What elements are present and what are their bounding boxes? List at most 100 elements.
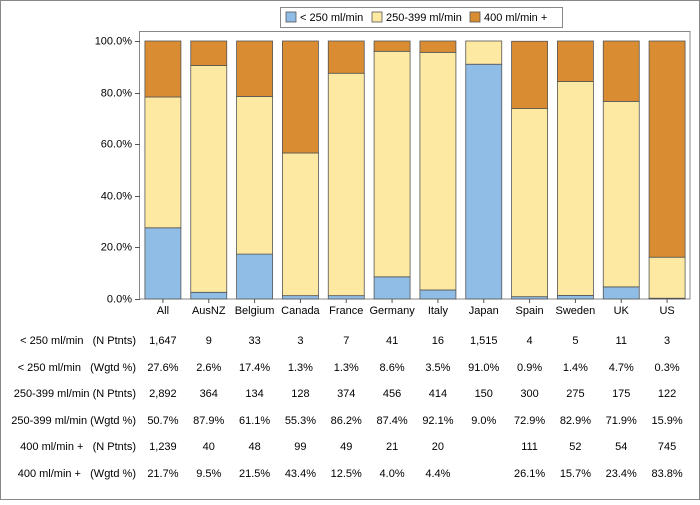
row-label: 250-399 ml/min (N Ptnts): [14, 388, 136, 400]
pct-cell: 9.5%: [196, 468, 221, 480]
row-label: 250-399 ml/min (Wgtd %): [11, 415, 136, 427]
pct-cell: 50.7%: [147, 415, 178, 427]
bar-segment: [602, 100, 640, 288]
count-cell: 3: [297, 335, 303, 347]
bar-segment: [144, 96, 182, 229]
count-cell: 2,892: [149, 388, 177, 400]
bar-segment: [144, 40, 182, 98]
count-cell: 364: [200, 388, 218, 400]
row-label: 400 ml/min + (N Ptnts): [20, 441, 136, 453]
legend-label: < 250 ml/min: [300, 12, 363, 24]
bar-segment: [190, 40, 228, 66]
bar-segment: [465, 63, 503, 300]
pct-cell: 91.0%: [468, 362, 499, 374]
y-tick-label: 40.0%: [101, 190, 132, 202]
count-cell: 374: [337, 388, 355, 400]
legend-swatch: [371, 11, 383, 23]
bar-segment: [511, 108, 548, 298]
count-cell: 11: [616, 335, 627, 347]
x-tick-label: Canada: [281, 305, 320, 317]
pct-cell: 1.3%: [288, 362, 313, 374]
count-cell: 1,647: [149, 335, 177, 347]
legend-swatch: [469, 11, 481, 23]
pct-cell: 4.4%: [425, 468, 450, 480]
pct-cell: 9.0%: [471, 415, 496, 427]
count-cell: 21: [386, 441, 398, 453]
bar-segment: [327, 72, 365, 297]
count-cell: 150: [475, 388, 493, 400]
bar-segment: [557, 81, 594, 296]
x-tick-label: Sweden: [556, 305, 596, 317]
pct-cell: 86.2%: [331, 415, 362, 427]
pct-cell: 12.5%: [331, 468, 362, 480]
bar-segment: [557, 40, 594, 82]
x-tick-label: All: [157, 305, 169, 317]
pct-cell: 1.3%: [334, 362, 359, 374]
bar-segment: [373, 276, 411, 300]
x-tick-label: France: [329, 305, 363, 317]
bar-segment: [282, 40, 319, 154]
bar-segment: [327, 40, 365, 74]
bar-segment: [236, 96, 273, 255]
count-cell: 9: [206, 335, 212, 347]
pct-cell: 4.7%: [609, 362, 634, 374]
row-label: < 250 ml/min (Wgtd %): [18, 362, 136, 374]
bar-segment: [511, 40, 548, 109]
x-tick-label: US: [659, 305, 674, 317]
count-cell: 134: [245, 388, 263, 400]
count-cell: 33: [248, 335, 260, 347]
y-tick-label: 0.0%: [107, 293, 132, 305]
pct-cell: 26.1%: [514, 468, 545, 480]
count-cell: 40: [203, 441, 215, 453]
bar-segment: [144, 227, 182, 300]
pct-cell: 55.3%: [285, 415, 316, 427]
bar-segment: [419, 40, 457, 53]
pct-cell: 2.6%: [196, 362, 221, 374]
y-tick-label: 80.0%: [101, 87, 132, 99]
count-cell: 414: [429, 388, 447, 400]
bar-segment: [557, 294, 594, 300]
pct-cell: 72.9%: [514, 415, 545, 427]
x-tick-label: Italy: [428, 305, 449, 317]
count-cell: 275: [566, 388, 584, 400]
count-cell: 745: [658, 441, 676, 453]
legend-frame: [280, 7, 563, 28]
bar-segment: [282, 295, 319, 300]
x-tick-label: Spain: [516, 305, 544, 317]
count-cell: 54: [615, 441, 627, 453]
bar-segment: [602, 40, 640, 102]
pct-cell: 15.7%: [560, 468, 591, 480]
row-label: 400 ml/min + (Wgtd %): [18, 468, 136, 480]
count-cell: 3: [664, 335, 670, 347]
bar-segment: [190, 65, 228, 293]
pct-cell: 27.6%: [147, 362, 178, 374]
legend-label: 250-399 ml/min: [386, 12, 462, 24]
pct-cell: 0.9%: [517, 362, 542, 374]
pct-cell: 0.3%: [655, 362, 680, 374]
bar-segment: [465, 40, 503, 65]
count-cell: 99: [294, 441, 306, 453]
bar-segment: [327, 295, 365, 300]
x-tick-label: AusNZ: [192, 305, 226, 317]
count-cell: 48: [248, 441, 260, 453]
bar-segment: [419, 289, 457, 300]
count-cell: 111: [521, 441, 538, 453]
pct-cell: 83.8%: [651, 468, 682, 480]
count-cell: 16: [432, 335, 444, 347]
bar-segment: [419, 51, 457, 291]
legend-label: 400 ml/min +: [484, 12, 547, 24]
count-cell: 1,239: [149, 441, 177, 453]
count-cell: 5: [572, 335, 578, 347]
bar-segment: [236, 253, 273, 300]
pct-cell: 21.7%: [147, 468, 178, 480]
pct-cell: 61.1%: [239, 415, 270, 427]
count-cell: 7: [343, 335, 349, 347]
bar-segment: [373, 40, 411, 52]
count-cell: 52: [569, 441, 581, 453]
bar-segment: [373, 50, 411, 278]
pct-cell: 21.5%: [239, 468, 270, 480]
count-cell: 1,515: [470, 335, 498, 347]
x-tick-label: Japan: [469, 305, 499, 317]
count-cell: 41: [386, 335, 398, 347]
